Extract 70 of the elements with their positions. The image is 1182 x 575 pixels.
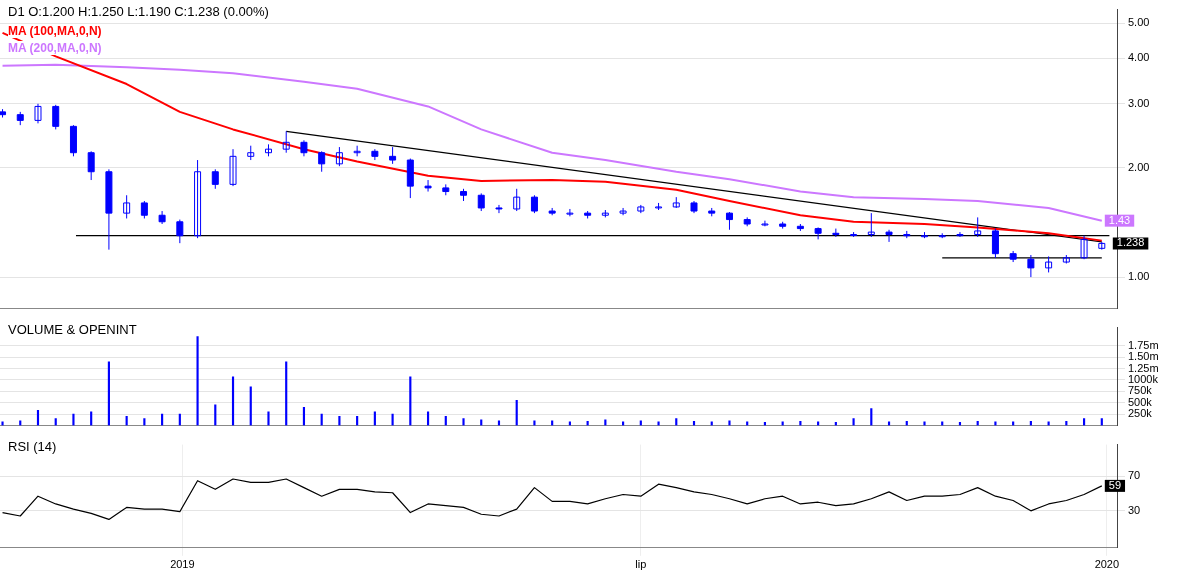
bar [462, 418, 465, 426]
text: 1.238 [1116, 236, 1145, 249]
candlestick [194, 159, 202, 239]
bar [373, 411, 376, 426]
bar [54, 418, 57, 426]
bar [870, 408, 873, 426]
bar [125, 415, 128, 426]
bar [533, 420, 536, 426]
bar [356, 415, 359, 426]
bar [231, 376, 235, 426]
bar [1, 421, 4, 426]
candlestick [353, 145, 361, 157]
x-tick-label: lip [635, 558, 647, 571]
bar [852, 418, 855, 426]
candlestick [974, 216, 982, 238]
y-tick-label: 1.50m [1128, 350, 1159, 363]
candlestick [867, 212, 875, 238]
y-tick-label: 70 [1128, 469, 1141, 482]
y-tick-label: 4.00 [1128, 51, 1150, 64]
bar [1082, 418, 1086, 426]
bar [994, 421, 997, 426]
candlestick [513, 188, 521, 212]
candlestick [956, 231, 964, 238]
bar [285, 361, 288, 426]
x-tick-label: 2019 [170, 558, 195, 571]
chart-title: D1 O:1.200 H:1.250 L:1.190 C:1.238 (0.00%) [8, 4, 269, 19]
bar [409, 376, 412, 426]
chart-title: RSI (14) [8, 439, 57, 454]
y-tick-label: 250k [1128, 407, 1153, 420]
bar [107, 361, 110, 426]
y-tick-label: 3.00 [1128, 96, 1150, 109]
bar [515, 400, 518, 426]
y-tick-label: 750k [1128, 384, 1153, 397]
y-tick-label: 2.00 [1128, 160, 1150, 173]
bar [36, 410, 40, 426]
bar [675, 418, 678, 426]
bar [728, 420, 731, 426]
candlestick [335, 146, 343, 167]
bar [426, 411, 430, 426]
y-tick-label: 30 [1128, 503, 1141, 516]
bar [1100, 418, 1103, 426]
y-tick-label: 1.00 [1128, 270, 1150, 283]
y-tick-label: 1.25m [1128, 361, 1159, 374]
bar [444, 415, 447, 426]
bar [657, 421, 660, 426]
candlestick [34, 103, 42, 124]
series-label: MA (100,MA,0,N) [8, 24, 102, 38]
bar [196, 336, 199, 426]
candlestick [123, 194, 131, 219]
series-label: MA (200,MA,0,N) [8, 41, 102, 55]
candlestick [229, 148, 237, 187]
y-tick-label: 1000k [1128, 372, 1159, 385]
data-label: 59 [1108, 478, 1122, 491]
candlestick [566, 208, 574, 217]
bar [302, 406, 306, 426]
bar [249, 386, 252, 426]
bar [923, 421, 926, 426]
data-label: 1.43 [1108, 213, 1131, 226]
bar [90, 411, 93, 426]
candlestick [1080, 235, 1088, 260]
bar [267, 411, 270, 426]
bar [72, 413, 75, 426]
x-tick-label: 2020 [1094, 558, 1120, 571]
y-tick-label: 1.75m [1128, 338, 1159, 351]
y-tick-label: 5.00 [1128, 16, 1150, 29]
bar [143, 418, 146, 426]
y-tick-label: 500k [1128, 395, 1153, 408]
chart-title: VOLUME & OPENINT [8, 322, 137, 337]
candlestick [282, 130, 290, 154]
bar [338, 415, 341, 426]
